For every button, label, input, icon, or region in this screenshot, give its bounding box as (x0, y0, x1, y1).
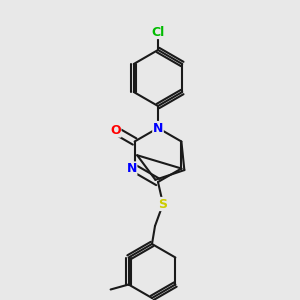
Text: O: O (110, 124, 121, 137)
Text: N: N (126, 162, 137, 175)
Text: S: S (158, 197, 167, 211)
Text: Cl: Cl (152, 26, 165, 38)
Text: N: N (153, 122, 163, 134)
